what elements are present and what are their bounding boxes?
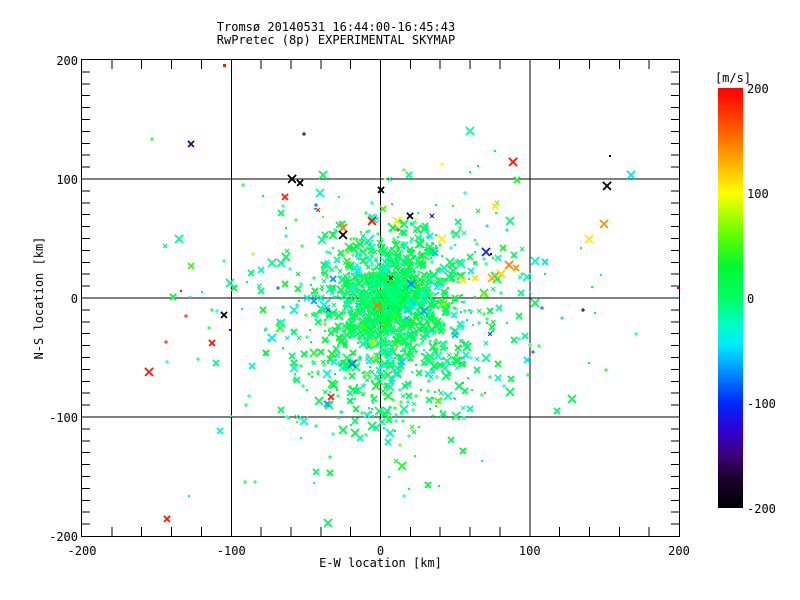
x-tick-label: 200 (668, 544, 690, 558)
plot-title: Tromsø 20140531 16:44:00-16:45:43 (216, 20, 456, 34)
y-tick-label: -200 (49, 530, 78, 544)
colorbar-tick-label: 100 (747, 187, 769, 201)
y-axis-label: N-S location [km] (32, 236, 46, 360)
colorbar-tick-label: 0 (747, 292, 755, 306)
colorbar-unit-label: [m/s] (714, 71, 752, 85)
colorbar-tick-label: -100 (747, 397, 776, 411)
y-tick-label: 100 (56, 173, 78, 187)
x-tick-label: 0 (376, 544, 385, 558)
colorbar-tick-label: 200 (747, 82, 769, 96)
plot-subtitle: RwPretec (8p) EXPERIMENTAL SKYMAP (216, 33, 456, 47)
y-tick-label: 200 (56, 54, 78, 68)
scatter-canvas (82, 60, 679, 536)
x-tick-label: -200 (67, 544, 97, 558)
y-tick-label: -100 (49, 411, 78, 425)
plot-area (81, 59, 680, 537)
y-tick-label: 0 (70, 292, 78, 306)
colorbar-gradient (718, 88, 743, 508)
x-axis-label: E-W location [km] (319, 556, 442, 570)
x-tick-label: -100 (216, 544, 246, 558)
colorbar-tick-label: -200 (747, 502, 776, 516)
x-tick-label: 100 (518, 544, 541, 558)
